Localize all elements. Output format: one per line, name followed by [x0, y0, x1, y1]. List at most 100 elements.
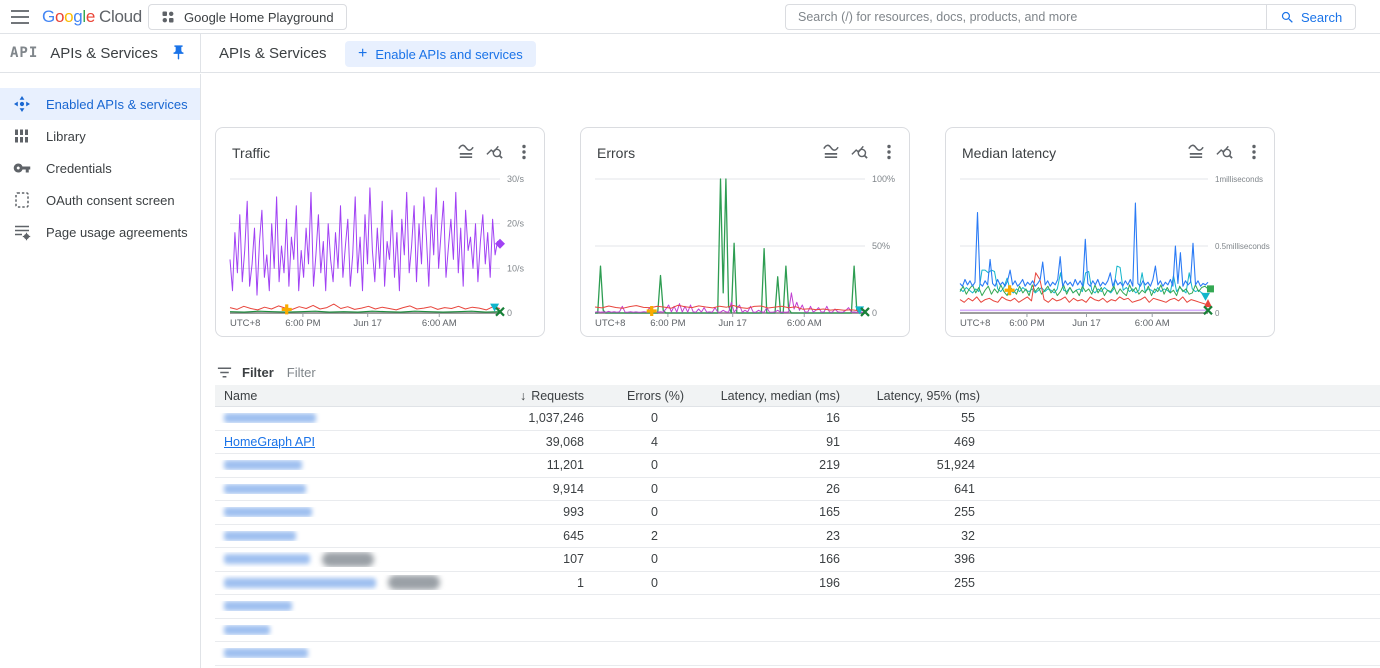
requests-cell: 9,914 [552, 481, 584, 496]
errors-card: Errors 100% 50% 0 UTC+8 6:00 PM Jun 17 6:00 AM [580, 127, 910, 337]
errors-pct-cell: 0 [651, 411, 658, 426]
chart-title: Median latency [962, 145, 1057, 161]
enable-apis-button[interactable]: + Enable APIs and services [345, 41, 536, 67]
explore-data-icon[interactable] [484, 141, 505, 162]
sidebar-item-page-usage-agreements[interactable]: Page usage agreements [0, 216, 200, 248]
table-row[interactable]: 1 0 196 255 [215, 571, 1380, 595]
api-name-link-blurred[interactable] [224, 624, 270, 635]
errors-pct-cell: 0 [651, 552, 658, 567]
api-name-link-blurred[interactable] [224, 648, 308, 659]
errors-pct-cell: 4 [651, 434, 658, 449]
chart-title: Traffic [232, 145, 271, 161]
project-selector-button[interactable]: Google Home Playground [148, 4, 347, 30]
column-header-requests[interactable]: ↓ Requests [519, 388, 584, 403]
latency-95-cell: 396 [954, 552, 975, 567]
sidebar-item-label: Page usage agreements [46, 224, 188, 240]
explore-data-icon[interactable] [849, 141, 870, 162]
svg-text:Jun 17: Jun 17 [718, 318, 747, 329]
column-header-latency-95[interactable]: Latency, 95% (ms) [876, 388, 980, 403]
latency-95-cell: 255 [954, 575, 975, 590]
logo-letter: e [85, 7, 96, 26]
svg-text:6:00 PM: 6:00 PM [1009, 318, 1044, 329]
svg-text:6:00 PM: 6:00 PM [650, 318, 685, 329]
api-name-link-blurred[interactable] [224, 601, 292, 612]
page-title: APIs & Services [219, 45, 327, 62]
svg-text:6:00 AM: 6:00 AM [1135, 318, 1170, 329]
table-row[interactable]: HomeGraph API 39,068 4 91 469 [215, 430, 1380, 454]
errors-chart: 100% 50% 0 UTC+8 6:00 PM Jun 17 6:00 AM [594, 174, 895, 329]
more-options-icon[interactable] [1243, 141, 1264, 162]
api-name-cell [215, 530, 496, 541]
api-name-link-blurred[interactable] [224, 530, 296, 541]
api-name-link-blurred[interactable] [224, 507, 312, 518]
api-name-link-blurred[interactable] [224, 460, 302, 471]
enable-apis-label: Enable APIs and services [375, 46, 523, 62]
table-row[interactable]: 1,037,246 0 16 55 [215, 407, 1380, 431]
filter-icon[interactable] [216, 364, 233, 381]
svg-text:6:00 AM: 6:00 AM [787, 318, 822, 329]
sidebar-item-credentials[interactable]: Credentials [0, 152, 200, 184]
api-name-link[interactable]: HomeGraph API [224, 434, 316, 449]
table-row[interactable] [215, 642, 1380, 666]
requests-cell: 645 [563, 528, 584, 543]
latency-median-cell: 219 [819, 458, 840, 473]
project-icon [161, 10, 175, 24]
table-row[interactable] [215, 595, 1380, 619]
search-button[interactable]: Search [1266, 4, 1357, 30]
api-name-cell [215, 575, 496, 591]
toggle-chart-type-icon[interactable] [455, 141, 476, 162]
menu-icon[interactable] [10, 8, 30, 26]
metric-cards: Traffic 30/s 20/s 10/s 0 UTC+8 6:00 PM Jun 17 6… [215, 127, 1275, 337]
svg-text:10/s: 10/s [507, 263, 525, 273]
api-name-link-blurred[interactable] [224, 577, 376, 588]
svg-text:20/s: 20/s [507, 219, 525, 229]
latency-median-cell: 16 [826, 411, 840, 426]
errors-pct-cell: 2 [651, 528, 658, 543]
toggle-chart-type-icon[interactable] [820, 141, 841, 162]
median-latency-card: Median latency 1milliseconds 0.5milliseco… [945, 127, 1275, 337]
column-header-latency-median[interactable]: Latency, median (ms) [720, 388, 840, 403]
api-name-cell: HomeGraph API [215, 435, 496, 449]
requests-cell: 11,201 [546, 458, 584, 473]
pin-icon[interactable] [170, 44, 188, 62]
search-input[interactable] [785, 4, 1266, 30]
more-options-icon[interactable] [878, 141, 899, 162]
filter-input[interactable] [286, 364, 547, 380]
api-product-icon: API [10, 45, 39, 61]
latency-95-cell: 32 [961, 528, 975, 543]
column-header-errors[interactable]: Errors (%) [627, 388, 684, 403]
table-row[interactable]: 107 0 166 396 [215, 548, 1380, 572]
api-name-link-blurred[interactable] [224, 554, 310, 565]
explore-data-icon[interactable] [1214, 141, 1235, 162]
toggle-chart-type-icon[interactable] [1185, 141, 1206, 162]
api-name-cell [215, 460, 496, 471]
latency-median-cell: 91 [826, 434, 840, 449]
logo-letter: l [82, 7, 86, 26]
svg-text:1milliseconds: 1milliseconds [1215, 175, 1263, 184]
global-search: Search [785, 4, 1357, 30]
sidebar-item-label: Library [46, 128, 86, 144]
svg-text:Jun 17: Jun 17 [1072, 318, 1101, 329]
table-row[interactable]: 993 0 165 255 [215, 501, 1380, 525]
table-row[interactable]: 645 2 23 32 [215, 524, 1380, 548]
sidebar-item-oauth-consent[interactable]: OAuth consent screen [0, 184, 200, 216]
requests-cell: 39,068 [545, 434, 584, 449]
svg-text:6:00 PM: 6:00 PM [285, 318, 320, 329]
card-actions [820, 141, 899, 162]
table-row[interactable]: 11,201 0 219 51,924 [215, 454, 1380, 478]
sidebar-item-library[interactable]: Library [0, 120, 200, 152]
sub-header: API APIs & Services APIs & Services + En… [0, 34, 1380, 73]
google-cloud-logo[interactable]: Google Cloud [42, 7, 142, 27]
api-name-link-blurred[interactable] [224, 413, 316, 424]
table-row[interactable] [215, 618, 1380, 642]
sidebar-nav: Enabled APIs & services Library Credenti… [0, 74, 201, 668]
errors-pct-cell: 0 [651, 458, 658, 473]
chart-title: Errors [597, 145, 636, 161]
sidebar-item-enabled-apis-active[interactable]: Enabled APIs & services [0, 88, 200, 120]
api-name-link-blurred[interactable] [224, 483, 306, 494]
column-header-name[interactable]: Name [215, 389, 496, 403]
filter-label[interactable]: Filter [242, 364, 274, 380]
table-row[interactable]: 9,914 0 26 641 [215, 477, 1380, 501]
more-options-icon[interactable] [513, 141, 534, 162]
svg-text:50%: 50% [872, 241, 890, 251]
